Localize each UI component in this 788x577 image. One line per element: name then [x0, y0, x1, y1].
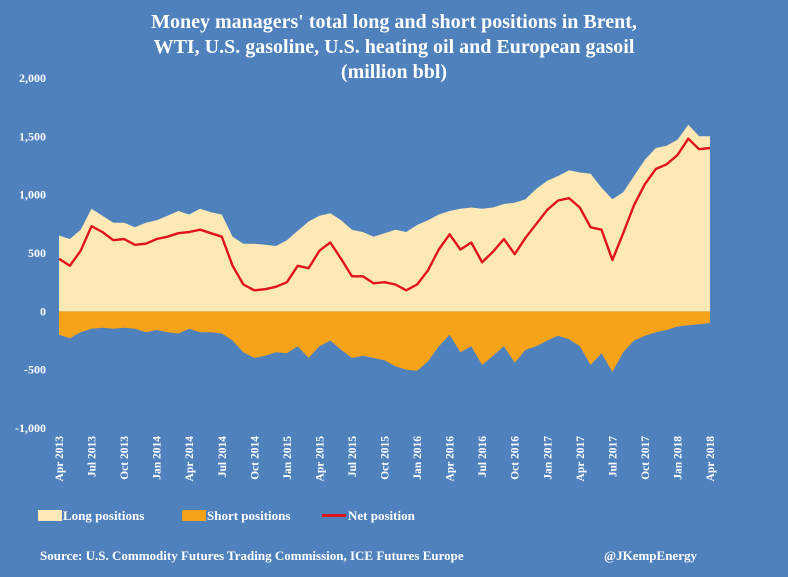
x-tick-label: Oct 2015 — [380, 436, 392, 480]
y-tick-label: 500 — [28, 246, 46, 260]
chart-title-line-2: WTI, U.S. gasoline, U.S. heating oil and… — [153, 36, 635, 58]
x-tick-label: Jan 2018 — [673, 436, 685, 480]
net-position-line — [58, 137, 711, 292]
short-positions-area — [59, 311, 710, 372]
x-tick-label: Apr 2014 — [184, 436, 196, 482]
chart-title-line-3: (million bbl) — [340, 61, 448, 83]
legend-swatch-net — [322, 514, 346, 517]
x-tick-label: Jan 2016 — [412, 436, 424, 480]
chart-title-line-1: Money managers' total long and short pos… — [151, 11, 637, 33]
legend-label-long: Long positions — [63, 508, 145, 523]
x-tick-label: Jan 2015 — [282, 436, 294, 480]
x-tick-label: Oct 2014 — [249, 436, 261, 480]
source-note: Source: U.S. Commodity Futures Trading C… — [40, 548, 464, 563]
long-positions-area — [59, 124, 710, 312]
long-positions-series — [59, 124, 710, 312]
legend-label-net: Net position — [348, 508, 415, 523]
y-tick-label: -500 — [24, 363, 46, 377]
y-tick-label: -1,000 — [15, 421, 46, 435]
y-tick-label: 1,000 — [19, 188, 46, 202]
x-tick-label: Oct 2013 — [119, 436, 131, 480]
x-tick-label: Apr 2016 — [445, 436, 457, 482]
x-axis: Apr 2013 Jul 2013 Oct 2013 Jan 2014 Apr 2014… — [54, 436, 717, 482]
legend-swatch-long — [38, 510, 62, 521]
x-tick-label: Apr 2013 — [54, 436, 66, 482]
x-tick-label: Apr 2018 — [705, 436, 717, 482]
x-tick-label: Jul 2015 — [347, 436, 359, 477]
x-tick-label: Apr 2015 — [314, 436, 326, 482]
legend-swatch-short — [182, 510, 206, 521]
x-tick-label: Jul 2013 — [87, 436, 99, 477]
x-tick-label: Jul 2014 — [217, 436, 229, 477]
x-tick-label: Oct 2016 — [510, 436, 522, 480]
x-tick-label: Apr 2017 — [575, 436, 587, 482]
legend-label-short: Short positions — [207, 508, 291, 523]
author-credit: @JKempEnergy — [604, 548, 697, 563]
x-tick-label: Jan 2017 — [542, 436, 554, 480]
short-positions-series — [59, 311, 710, 372]
y-axis: 2,000 1,500 1,000 500 0 -500 -1,000 — [15, 71, 46, 435]
y-tick-label: 1,500 — [19, 129, 46, 143]
net-position-series — [58, 137, 711, 292]
x-tick-label: Jul 2016 — [477, 436, 489, 477]
x-tick-label: Oct 2017 — [640, 436, 652, 480]
y-tick-label: 2,000 — [19, 71, 46, 85]
y-tick-label: 0 — [40, 304, 46, 318]
x-tick-label: Jan 2014 — [152, 436, 164, 480]
x-tick-label: Jul 2017 — [607, 436, 619, 477]
